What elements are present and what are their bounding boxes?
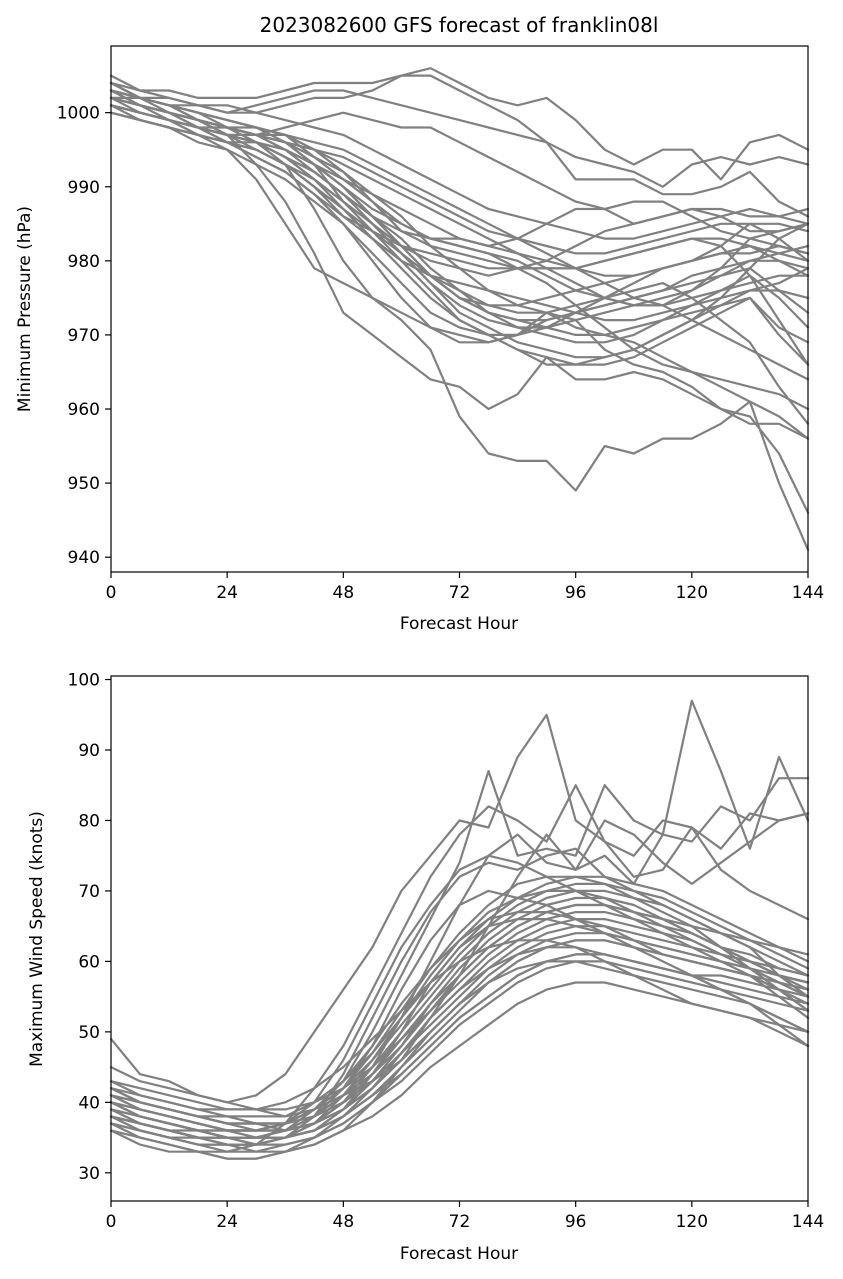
wind-y-tick-label: 90 — [78, 741, 100, 761]
wind-y-tick-label: 70 — [78, 882, 100, 902]
pressure-y-axis-label: Minimum Pressure (hPa) — [15, 206, 35, 412]
wind-series-line-30 — [109, 981, 810, 1153]
pressure-x-tick-label: 0 — [106, 583, 117, 603]
wind-y-axis-label: Maximum Wind Speed (knots) — [27, 811, 47, 1067]
pressure-y-tick-label: 980 — [68, 252, 100, 272]
pressure-x-ticks: 0 24 48 72 96 120 144 — [106, 572, 824, 603]
pressure-y-tick-label: 970 — [68, 326, 100, 346]
wind-y-tick-label: 80 — [78, 811, 100, 831]
wind-x-tick-label: 24 — [216, 1212, 238, 1232]
wind-series-line-24 — [109, 960, 810, 1146]
wind-y-tick-label: 30 — [78, 1164, 100, 1184]
wind-series-line-31 — [109, 939, 810, 1132]
pressure-y-tick-label: 960 — [68, 400, 100, 420]
pressure-series-line-31 — [109, 89, 810, 381]
pressure-y-tick-label: 1000 — [57, 104, 100, 124]
wind-series-line-27 — [109, 903, 810, 1111]
pressure-series-line-5 — [109, 67, 810, 181]
wind-x-ticks: 0 24 48 72 96 120 144 — [106, 1201, 824, 1232]
pressure-series-line-27 — [109, 96, 810, 307]
wind-x-tick-label: 120 — [676, 1212, 708, 1232]
pressure-chart: 2023082600 GFS forecast of franklin08l 0… — [15, 13, 824, 634]
wind-x-axis-label: Forecast Hour — [400, 1244, 518, 1264]
wind-x-tick-label: 96 — [565, 1212, 587, 1232]
pressure-series-line-28 — [109, 111, 810, 277]
pressure-x-tick-label: 96 — [565, 583, 587, 603]
pressure-y-ticks: 940 950 960 970 980 990 1000 — [57, 104, 111, 568]
pressure-y-tick-label: 950 — [68, 474, 100, 494]
pressure-x-tick-label: 72 — [449, 583, 471, 603]
wind-x-tick-label: 72 — [449, 1212, 471, 1232]
pressure-series-line-29 — [109, 81, 810, 240]
wind-y-tick-label: 100 — [68, 671, 100, 691]
wind-x-tick-label: 0 — [106, 1212, 117, 1232]
wind-y-tick-label: 60 — [78, 952, 100, 972]
pressure-x-axis-label: Forecast Hour — [400, 614, 518, 634]
pressure-series-layer — [109, 67, 810, 551]
wind-x-tick-label: 144 — [792, 1212, 824, 1232]
wind-chart: 0 24 48 72 96 120 144 30 40 50 60 70 80 90 100 Foreca… — [27, 671, 824, 1264]
pressure-x-tick-label: 120 — [676, 583, 708, 603]
pressure-y-tick-label: 990 — [68, 178, 100, 198]
wind-y-ticks: 30 40 50 60 70 80 90 100 — [68, 671, 111, 1184]
pressure-x-tick-label: 48 — [333, 583, 355, 603]
pressure-x-tick-label: 24 — [216, 583, 238, 603]
wind-y-tick-label: 40 — [78, 1093, 100, 1113]
chart-title: 2023082600 GFS forecast of franklin08l — [260, 13, 659, 37]
wind-x-tick-label: 48 — [333, 1212, 355, 1232]
wind-series-line-21 — [109, 875, 810, 1118]
pressure-y-tick-label: 940 — [68, 548, 100, 568]
pressure-series-line-30 — [109, 104, 810, 262]
pressure-series-line-7 — [109, 74, 810, 218]
wind-y-tick-label: 50 — [78, 1023, 100, 1043]
pressure-x-tick-label: 144 — [792, 583, 824, 603]
wind-series-layer — [109, 699, 810, 1160]
